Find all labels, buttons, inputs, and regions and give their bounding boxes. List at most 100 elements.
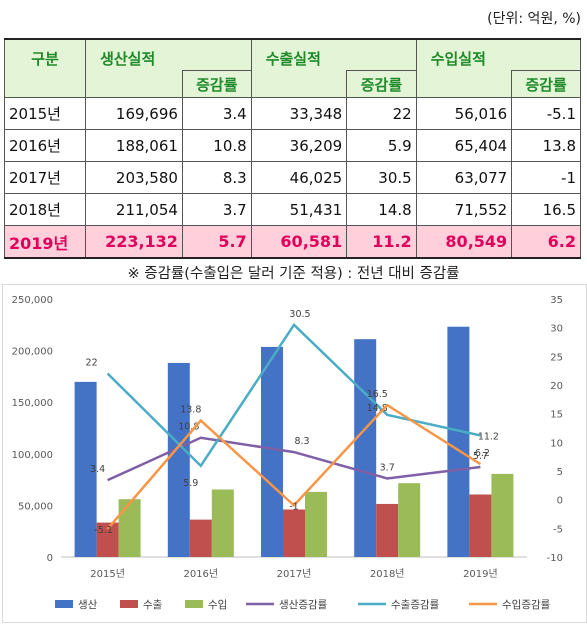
line-series bbox=[106, 403, 482, 530]
table-cell: 56,016 bbox=[415, 97, 513, 130]
unit-note: (단위: 억원, %) bbox=[487, 11, 581, 27]
bar-1 bbox=[469, 494, 492, 557]
y-left-tick-label: 50,000 bbox=[18, 501, 53, 512]
table-cell: -5.1 bbox=[511, 97, 581, 130]
data-label: -5.1 bbox=[94, 525, 113, 536]
legend-swatch bbox=[55, 600, 73, 608]
subheader-production-rate: 증감률 bbox=[181, 70, 252, 98]
header-group: 구분 bbox=[3, 38, 87, 98]
table-cell: 169,696 bbox=[85, 97, 183, 130]
subheader-export-rate: 증감률 bbox=[346, 70, 417, 98]
y-right-tick-label: 0 bbox=[557, 496, 563, 507]
table-cell: 22 bbox=[346, 97, 417, 130]
table-cell: 51,431 bbox=[250, 193, 348, 226]
data-label: 11.2 bbox=[478, 431, 499, 442]
y-right-tick-label: 10 bbox=[550, 438, 563, 449]
footnote: ※ 증감률(수출입은 달러 기준 적용) : 전년 대비 증감률 bbox=[127, 266, 460, 282]
x-tick-label: 2019년 bbox=[463, 568, 498, 580]
data-label: 14.8 bbox=[367, 403, 388, 414]
x-tick-label: 2018년 bbox=[370, 568, 405, 580]
table-cell: 63,077 bbox=[415, 161, 513, 194]
combo-chart: 050,000100,000150,000200,000250,000-10-5… bbox=[12, 295, 563, 611]
table-cell: -1 bbox=[511, 161, 581, 194]
table-cell: 5.7 bbox=[181, 225, 252, 259]
y-right-tick-label: 20 bbox=[550, 381, 563, 392]
legend-label: 생산증감률 bbox=[279, 599, 328, 611]
table-cell: 3.7 bbox=[181, 193, 252, 226]
bar-2 bbox=[305, 491, 327, 557]
y-right-tick-label: 30 bbox=[550, 324, 563, 335]
bar-2 bbox=[491, 473, 514, 557]
bar-0 bbox=[447, 326, 470, 557]
y-right-tick-label: -5 bbox=[553, 524, 563, 535]
subheader-import-rate: 증감률 bbox=[511, 70, 581, 98]
legend-label: 생산 bbox=[78, 599, 98, 611]
bar-2 bbox=[398, 483, 421, 557]
bar-1 bbox=[376, 503, 399, 557]
table-cell: 6.2 bbox=[511, 225, 581, 259]
x-tick-label: 2015년 bbox=[90, 568, 125, 580]
data-label: 13.8 bbox=[180, 405, 201, 416]
y-left-tick-label: 200,000 bbox=[12, 347, 53, 358]
table-cell: 60,581 bbox=[250, 225, 348, 259]
table-subheader-row: 증감률 증감률 증감률 bbox=[5, 70, 581, 98]
y-left-tick-label: 150,000 bbox=[12, 398, 53, 409]
y-right-tick-label: -10 bbox=[547, 553, 563, 564]
row-year: 2017년 bbox=[3, 161, 87, 194]
x-tick-label: 2017년 bbox=[277, 568, 312, 580]
x-tick-label: 2016년 bbox=[183, 568, 218, 580]
bar-0 bbox=[167, 362, 190, 557]
bar-2 bbox=[211, 489, 234, 557]
data-label: 6.2 bbox=[475, 448, 490, 459]
table-cell: 30.5 bbox=[346, 161, 417, 194]
data-label: -1 bbox=[289, 501, 298, 512]
table-cell: 13.8 bbox=[511, 129, 581, 162]
y-left-tick-label: 250,000 bbox=[12, 295, 53, 306]
y-right-tick-label: 15 bbox=[550, 410, 563, 421]
table-cell: 223,132 bbox=[85, 225, 183, 259]
legend-label: 수입 bbox=[208, 598, 227, 611]
table-cell: 8.3 bbox=[181, 161, 252, 194]
bar-1 bbox=[96, 522, 119, 557]
row-year: 2016년 bbox=[3, 129, 87, 162]
legend-label: 수입증감률 bbox=[502, 598, 551, 611]
row-year: 2015년 bbox=[3, 97, 87, 130]
header-import: 수입실적 bbox=[415, 38, 512, 98]
y-left-tick-label: 0 bbox=[47, 553, 53, 564]
data-label: 5.9 bbox=[183, 478, 198, 489]
table-cell: 188,061 bbox=[85, 129, 183, 162]
bar-2 bbox=[118, 499, 141, 557]
bar-0 bbox=[261, 346, 283, 557]
table-cell: 5.9 bbox=[346, 129, 417, 162]
table-cell: 203,580 bbox=[85, 161, 183, 194]
table-row: 2018년 211,054 3.7 51,431 14.8 71,552 16.5 bbox=[3, 193, 581, 226]
row-year: 2018년 bbox=[3, 193, 87, 226]
line-series bbox=[107, 436, 481, 482]
table-cell: 14.8 bbox=[346, 193, 417, 226]
table-cell: 80,549 bbox=[415, 225, 513, 259]
line-series bbox=[106, 322, 481, 468]
data-label: 30.5 bbox=[289, 309, 310, 320]
table-cell: 10.8 bbox=[181, 129, 252, 162]
header-export: 수출실적 bbox=[250, 38, 347, 98]
table-body: 2015년 169,696 3.4 33,348 22 56,016 -5.1 2016년 18… bbox=[3, 97, 581, 259]
row-year: 2019년 bbox=[3, 225, 87, 259]
data-label: 3.7 bbox=[380, 462, 395, 473]
table-row: 2016년 188,061 10.8 36,209 5.9 65,404 13.8 bbox=[3, 129, 581, 162]
y-left-tick-label: 100,000 bbox=[12, 450, 53, 461]
y-right-tick-label: 5 bbox=[557, 467, 563, 478]
legend-label: 수출 bbox=[143, 599, 163, 611]
chart-frame: 0 50,000 100,000 150,000 200,000 250,000 -10 -5… bbox=[2, 284, 587, 623]
stats-table: 구분 생산실적 수출실적 수입실적 증감률 증감률 증감률 2015년 169,6… bbox=[3, 38, 581, 259]
header-production: 생산실적 bbox=[85, 38, 183, 98]
data-label: 10.8 bbox=[178, 422, 199, 433]
table-header-row: 구분 생산실적 수출실적 수입실적 bbox=[3, 38, 581, 98]
table-cell: 36,209 bbox=[250, 129, 348, 162]
bar-0 bbox=[354, 339, 377, 557]
data-label: 16.5 bbox=[367, 389, 388, 400]
data-label: 5.7 bbox=[473, 451, 488, 462]
bar-1 bbox=[283, 509, 305, 557]
table-row: 2015년 169,696 3.4 33,348 22 56,016 -5.1 bbox=[3, 97, 581, 130]
legend-label: 수출증감률 bbox=[391, 599, 440, 611]
table-row: 2017년 203,580 8.3 46,025 30.5 63,077 -1 bbox=[3, 161, 581, 194]
